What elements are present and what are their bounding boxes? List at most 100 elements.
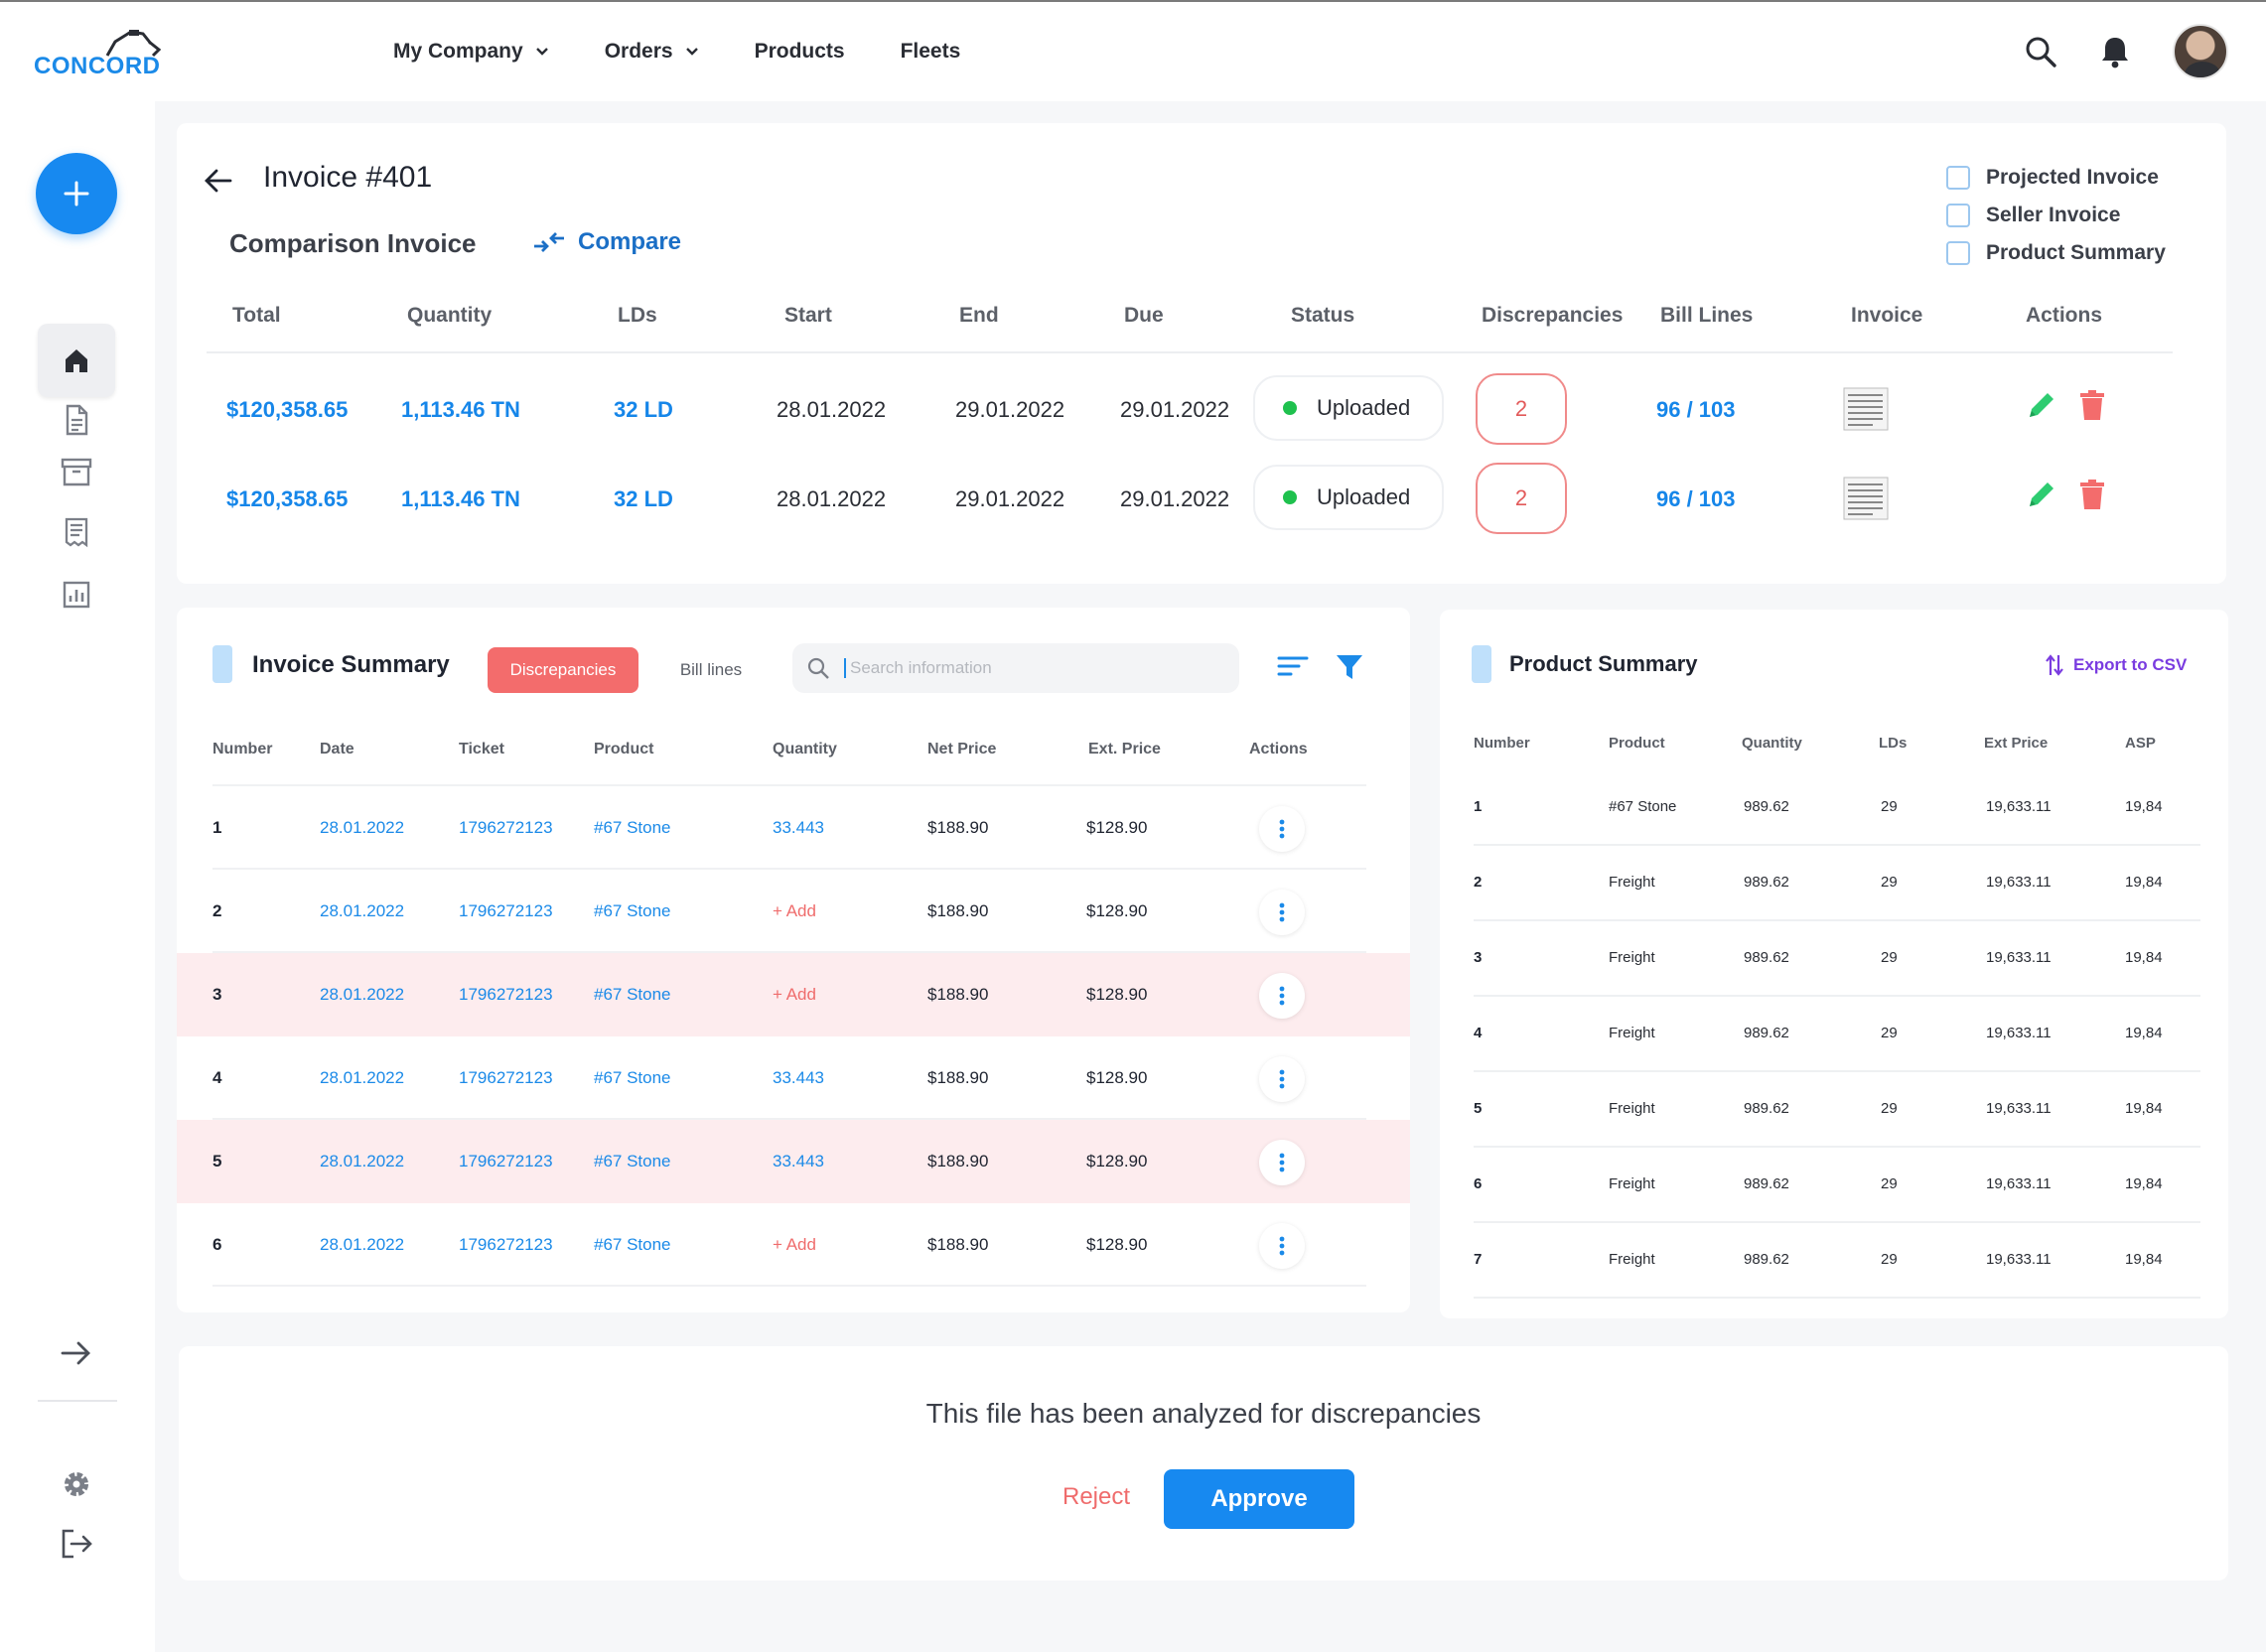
product-link[interactable]: #67 Stone: [594, 1235, 671, 1254]
nav-orders-label: Orders: [604, 40, 673, 63]
row-menu-button[interactable]: [1259, 806, 1305, 852]
expand-sidebar-button[interactable]: [38, 1316, 115, 1390]
row-menu-button[interactable]: [1259, 973, 1305, 1019]
date-link[interactable]: 28.01.2022: [320, 901, 405, 920]
row-menu-button[interactable]: [1259, 890, 1305, 935]
ticket-link[interactable]: 1796272123: [459, 1235, 553, 1254]
sidebar-item-receipts[interactable]: [38, 496, 115, 570]
checkbox-projected-invoice[interactable]: Projected Invoice: [1946, 159, 2166, 197]
bill-lines-link[interactable]: 96 / 103: [1656, 397, 1736, 422]
add-quantity-link[interactable]: + Add: [773, 1235, 816, 1254]
row-menu-button[interactable]: [1259, 1223, 1305, 1269]
product-link[interactable]: #67 Stone: [594, 1068, 671, 1087]
product-link[interactable]: #67 Stone: [594, 818, 671, 837]
tab-discrepancies[interactable]: Discrepancies: [488, 647, 638, 693]
more-vertical-icon: [1279, 819, 1285, 839]
quantity-link[interactable]: 1,113.46 TN: [401, 486, 520, 511]
checkbox-square[interactable]: [1946, 241, 1970, 265]
edit-icon[interactable]: [2026, 389, 2057, 421]
nav-orders[interactable]: Orders: [605, 40, 699, 64]
ext-price: 19,633.11: [1986, 1100, 2052, 1117]
date-link[interactable]: 28.01.2022: [320, 985, 405, 1004]
end-date: 29.01.2022: [955, 397, 1065, 422]
date-link[interactable]: 28.01.2022: [320, 1235, 405, 1254]
delete-icon[interactable]: [2079, 479, 2105, 510]
section-marker: [1472, 645, 1491, 683]
add-quantity-link[interactable]: + Add: [773, 985, 816, 1004]
nav-fleets[interactable]: Fleets: [901, 40, 961, 64]
export-csv-button[interactable]: Export to CSV: [2046, 653, 2187, 677]
notifications-button[interactable]: [2099, 35, 2131, 69]
ticket-link[interactable]: 1796272123: [459, 901, 553, 920]
checkbox-square[interactable]: [1946, 204, 1970, 227]
add-quantity-link[interactable]: + Add: [773, 901, 816, 920]
column-header: Discrepancies: [1482, 304, 1624, 327]
checkbox-square[interactable]: [1946, 166, 1970, 190]
concord-logo[interactable]: CONCORD: [34, 28, 183, 83]
product-link[interactable]: #67 Stone: [594, 985, 671, 1004]
discrepancies-badge[interactable]: 2: [1476, 373, 1567, 445]
net-price: $188.90: [927, 1152, 989, 1170]
discrepancies-badge[interactable]: 2: [1476, 463, 1567, 534]
gear-icon: [65, 1472, 88, 1496]
ticket-link[interactable]: 1796272123: [459, 985, 553, 1004]
edit-icon[interactable]: [2026, 479, 2057, 510]
sidebar-item-archive[interactable]: [38, 435, 115, 508]
invoice-thumbnail-icon[interactable]: [1843, 477, 1889, 520]
product-name: #67 Stone: [1609, 798, 1677, 815]
checkbox-seller-invoice[interactable]: Seller Invoice: [1946, 197, 2166, 234]
total-link[interactable]: $120,358.65: [226, 486, 349, 511]
row-number: 4: [1474, 1025, 1483, 1041]
main-nav: My Company Orders Products Fleets: [393, 2, 1016, 101]
lds-link[interactable]: 32 LD: [614, 486, 673, 511]
sidebar-item-reports[interactable]: [38, 558, 115, 631]
settings-button[interactable]: [38, 1447, 115, 1521]
product-row: 1 #67 Stone 989.62 29 19,633.11 19,84: [1440, 770, 2228, 846]
nav-my-company[interactable]: My Company: [393, 40, 549, 64]
total-link[interactable]: $120,358.65: [226, 397, 349, 422]
logout-button[interactable]: [38, 1507, 115, 1581]
user-avatar[interactable]: [2173, 24, 2228, 79]
date-link[interactable]: 28.01.2022: [320, 1068, 405, 1087]
search-input[interactable]: [844, 658, 1231, 678]
asp: 19,84: [2125, 1100, 2163, 1117]
lds: 29: [1881, 1175, 1898, 1192]
product-link[interactable]: #67 Stone: [594, 1152, 671, 1170]
delete-icon[interactable]: [2079, 389, 2105, 421]
compare-button[interactable]: Compare: [532, 228, 681, 256]
nav-products-label: Products: [754, 40, 845, 63]
quantity-link[interactable]: 33.443: [773, 1152, 824, 1170]
tab-bill-lines[interactable]: Bill lines: [679, 660, 743, 679]
filter-icon[interactable]: [1335, 653, 1364, 681]
ticket-link[interactable]: 1796272123: [459, 1068, 553, 1087]
sidebar-divider: [38, 1400, 117, 1402]
row-menu-button[interactable]: [1259, 1140, 1305, 1185]
quantity-link[interactable]: 1,113.46 TN: [401, 397, 520, 422]
table-row: 2 28.01.2022 1796272123 #67 Stone + Add …: [177, 870, 1410, 953]
add-button[interactable]: [36, 153, 117, 234]
lds-link[interactable]: 32 LD: [614, 397, 673, 422]
search-button[interactable]: [2024, 35, 2057, 69]
date-link[interactable]: 28.01.2022: [320, 1152, 405, 1170]
bill-lines-link[interactable]: 96 / 103: [1656, 486, 1736, 511]
ticket-link[interactable]: 1796272123: [459, 818, 553, 837]
back-button[interactable]: [201, 163, 236, 199]
checkbox-product-summary[interactable]: Product Summary: [1946, 234, 2166, 272]
approve-button[interactable]: Approve: [1164, 1469, 1354, 1529]
date-link[interactable]: 28.01.2022: [320, 818, 405, 837]
row-menu-button[interactable]: [1259, 1056, 1305, 1102]
row-number: 1: [212, 818, 222, 837]
sidebar-item-documents[interactable]: [38, 383, 115, 457]
quantity-link[interactable]: 33.443: [773, 818, 824, 837]
sidebar-item-home[interactable]: [38, 324, 115, 397]
invoice-thumbnail-icon[interactable]: [1843, 387, 1889, 431]
quantity-link[interactable]: 33.443: [773, 1068, 824, 1087]
ticket-link[interactable]: 1796272123: [459, 1152, 553, 1170]
asp: 19,84: [2125, 1025, 2163, 1041]
column-header: Ext. Price: [1088, 741, 1161, 757]
nav-products[interactable]: Products: [755, 40, 845, 64]
reject-button[interactable]: Reject: [1062, 1483, 1131, 1510]
ext-price: $128.90: [1086, 1235, 1148, 1254]
product-link[interactable]: #67 Stone: [594, 901, 671, 920]
sort-icon[interactable]: [1277, 655, 1309, 677]
